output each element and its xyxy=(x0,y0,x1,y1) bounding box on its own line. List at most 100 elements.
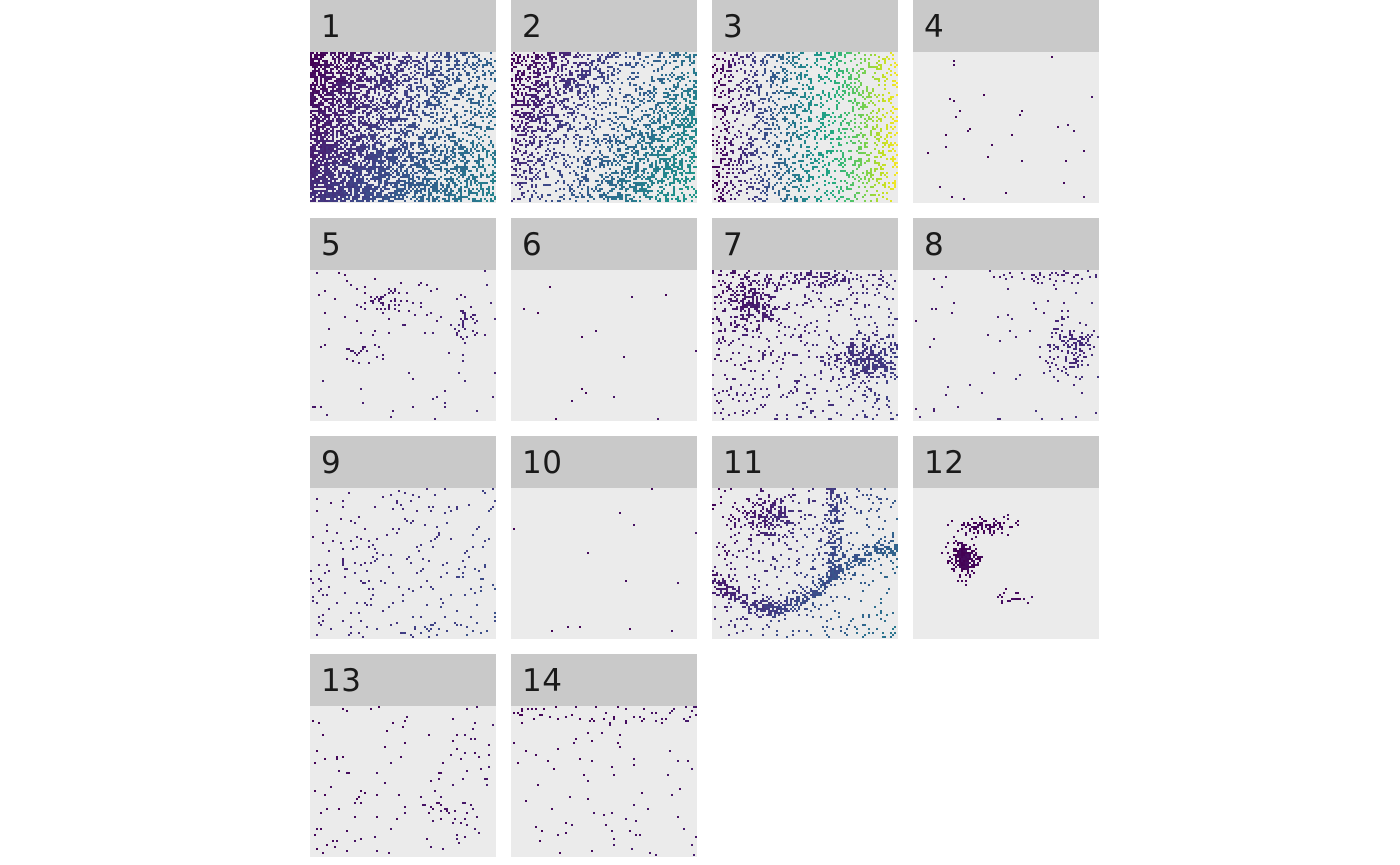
raster-cell xyxy=(476,150,478,152)
raster-cell xyxy=(384,128,386,130)
raster-cell xyxy=(400,190,402,192)
raster-cell xyxy=(673,84,675,86)
raster-cell xyxy=(533,140,535,142)
raster-cell xyxy=(354,174,356,176)
raster-cell xyxy=(396,184,398,186)
raster-cell xyxy=(404,90,406,92)
raster-cell xyxy=(380,174,382,176)
raster-cell xyxy=(625,130,627,132)
raster-cell xyxy=(354,158,356,160)
raster-cell xyxy=(312,92,314,94)
raster-cell xyxy=(320,64,322,66)
raster-cell xyxy=(585,76,587,78)
raster-cell xyxy=(366,96,368,98)
raster-cell xyxy=(663,116,665,118)
raster-cell xyxy=(316,82,318,84)
raster-cell xyxy=(324,70,326,72)
raster-cell xyxy=(314,190,316,192)
raster-cell xyxy=(549,138,551,140)
raster-cell xyxy=(511,138,513,140)
raster-cell xyxy=(402,190,404,192)
raster-cell xyxy=(515,152,517,154)
raster-cell xyxy=(360,168,362,170)
raster-cell xyxy=(324,154,326,156)
raster-cell xyxy=(458,74,460,76)
raster-cell xyxy=(448,200,450,202)
raster-cell xyxy=(310,132,312,134)
raster-cell xyxy=(571,88,573,90)
raster-cell xyxy=(392,84,394,86)
raster-cell xyxy=(677,142,679,144)
raster-cell xyxy=(569,74,571,76)
raster-cell xyxy=(408,84,410,86)
raster-cell xyxy=(517,62,519,64)
raster-cell xyxy=(386,196,388,198)
raster-cell xyxy=(689,102,691,104)
raster-cell xyxy=(334,146,336,148)
raster-cell xyxy=(436,86,438,88)
raster-cell xyxy=(611,120,613,122)
raster-cell xyxy=(430,78,432,80)
raster-cell xyxy=(400,144,402,146)
raster-cell xyxy=(430,138,432,140)
raster-cell xyxy=(396,68,398,70)
raster-cell xyxy=(396,198,398,200)
raster-cell xyxy=(416,56,418,58)
raster-cell xyxy=(551,132,553,134)
raster-cell xyxy=(358,120,360,122)
raster-cell xyxy=(362,146,364,148)
raster-cell xyxy=(352,196,354,198)
raster-cell xyxy=(571,66,573,68)
raster-cell xyxy=(442,120,444,122)
raster-cell xyxy=(388,172,390,174)
raster-cell xyxy=(346,102,348,104)
raster-cell xyxy=(683,128,685,130)
raster-cell xyxy=(466,178,468,180)
raster-cell xyxy=(591,90,593,92)
raster-cell xyxy=(332,56,334,58)
raster-cell xyxy=(589,74,591,76)
raster-cell xyxy=(587,136,589,138)
raster-cell xyxy=(494,166,496,168)
raster-cell xyxy=(400,128,402,130)
raster-cell xyxy=(440,168,442,170)
raster-cell xyxy=(444,136,446,138)
raster-cell xyxy=(488,126,490,128)
raster-cell xyxy=(456,164,458,166)
raster-cell xyxy=(595,120,597,122)
raster-cell xyxy=(328,154,330,156)
raster-cell xyxy=(360,96,362,98)
raster-cell xyxy=(330,200,332,202)
raster-cell xyxy=(418,90,420,92)
raster-cell xyxy=(376,86,378,88)
raster-cell xyxy=(639,52,641,54)
raster-cell xyxy=(470,52,472,54)
raster-cell xyxy=(434,132,436,134)
raster-cell xyxy=(360,84,362,86)
raster-cell xyxy=(314,98,316,100)
raster-cell xyxy=(334,182,336,184)
raster-cell xyxy=(625,106,627,108)
raster-cell xyxy=(364,156,366,158)
raster-cell xyxy=(683,112,685,114)
raster-cell xyxy=(388,80,390,82)
raster-cell xyxy=(617,52,619,54)
raster-cell xyxy=(537,62,539,64)
raster-cell xyxy=(320,102,322,104)
raster-cell xyxy=(364,64,366,66)
raster-cell xyxy=(332,130,334,132)
raster-cell xyxy=(557,94,559,96)
raster-cell xyxy=(312,174,314,176)
raster-cell xyxy=(436,70,438,72)
raster-cell xyxy=(312,84,314,86)
raster-cell xyxy=(426,54,428,56)
raster-cell xyxy=(527,76,529,78)
raster-cell xyxy=(336,152,338,154)
raster-cell xyxy=(322,120,324,122)
raster-cell xyxy=(348,74,350,76)
raster-cell xyxy=(472,52,474,54)
raster-cell xyxy=(322,198,324,200)
raster-cell xyxy=(430,192,432,194)
raster-cell xyxy=(434,134,436,136)
raster-cell xyxy=(446,168,448,170)
